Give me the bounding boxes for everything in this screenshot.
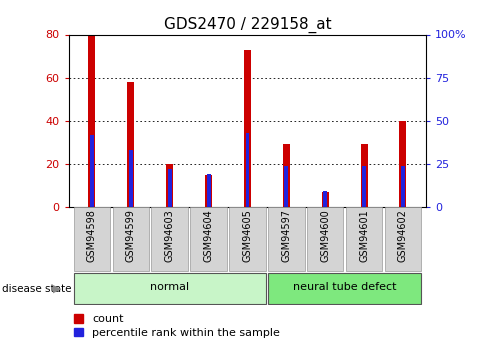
Text: GSM94598: GSM94598 (87, 209, 97, 262)
Title: GDS2470 / 229158_at: GDS2470 / 229158_at (164, 17, 331, 33)
Bar (205, 175, 212, 207)
Text: normal: normal (150, 283, 189, 292)
Bar (401, 166, 405, 207)
Text: GSM94599: GSM94599 (126, 209, 136, 262)
FancyBboxPatch shape (151, 207, 188, 271)
Bar (245, 133, 249, 207)
Bar (244, 50, 251, 207)
Bar (283, 145, 290, 207)
Text: ▶: ▶ (53, 284, 61, 294)
FancyBboxPatch shape (74, 273, 266, 304)
Bar (361, 145, 368, 207)
Text: GSM94604: GSM94604 (203, 209, 214, 262)
FancyBboxPatch shape (190, 207, 227, 271)
Bar (322, 192, 329, 207)
Bar (399, 121, 407, 207)
Bar (88, 34, 96, 207)
FancyBboxPatch shape (268, 207, 305, 271)
FancyBboxPatch shape (229, 207, 266, 271)
Bar (323, 191, 327, 207)
FancyBboxPatch shape (307, 207, 343, 271)
Bar (166, 164, 173, 207)
Text: disease state: disease state (2, 284, 72, 294)
FancyBboxPatch shape (346, 207, 382, 271)
Text: GSM94603: GSM94603 (165, 209, 175, 262)
FancyBboxPatch shape (113, 207, 149, 271)
Text: GSM94600: GSM94600 (320, 209, 330, 262)
Legend: count, percentile rank within the sample: count, percentile rank within the sample (74, 314, 280, 338)
Bar (207, 174, 211, 207)
Bar (168, 169, 172, 207)
Bar (127, 82, 134, 207)
Bar (129, 150, 133, 207)
Text: GSM94601: GSM94601 (359, 209, 369, 262)
FancyBboxPatch shape (74, 207, 110, 271)
FancyBboxPatch shape (268, 273, 421, 304)
Bar (284, 166, 288, 207)
Bar (90, 135, 94, 207)
FancyBboxPatch shape (385, 207, 421, 271)
Text: GSM94597: GSM94597 (281, 209, 292, 262)
Bar (362, 166, 366, 207)
Text: neural tube defect: neural tube defect (293, 283, 396, 292)
Text: GSM94605: GSM94605 (243, 209, 252, 262)
Text: GSM94602: GSM94602 (398, 209, 408, 262)
